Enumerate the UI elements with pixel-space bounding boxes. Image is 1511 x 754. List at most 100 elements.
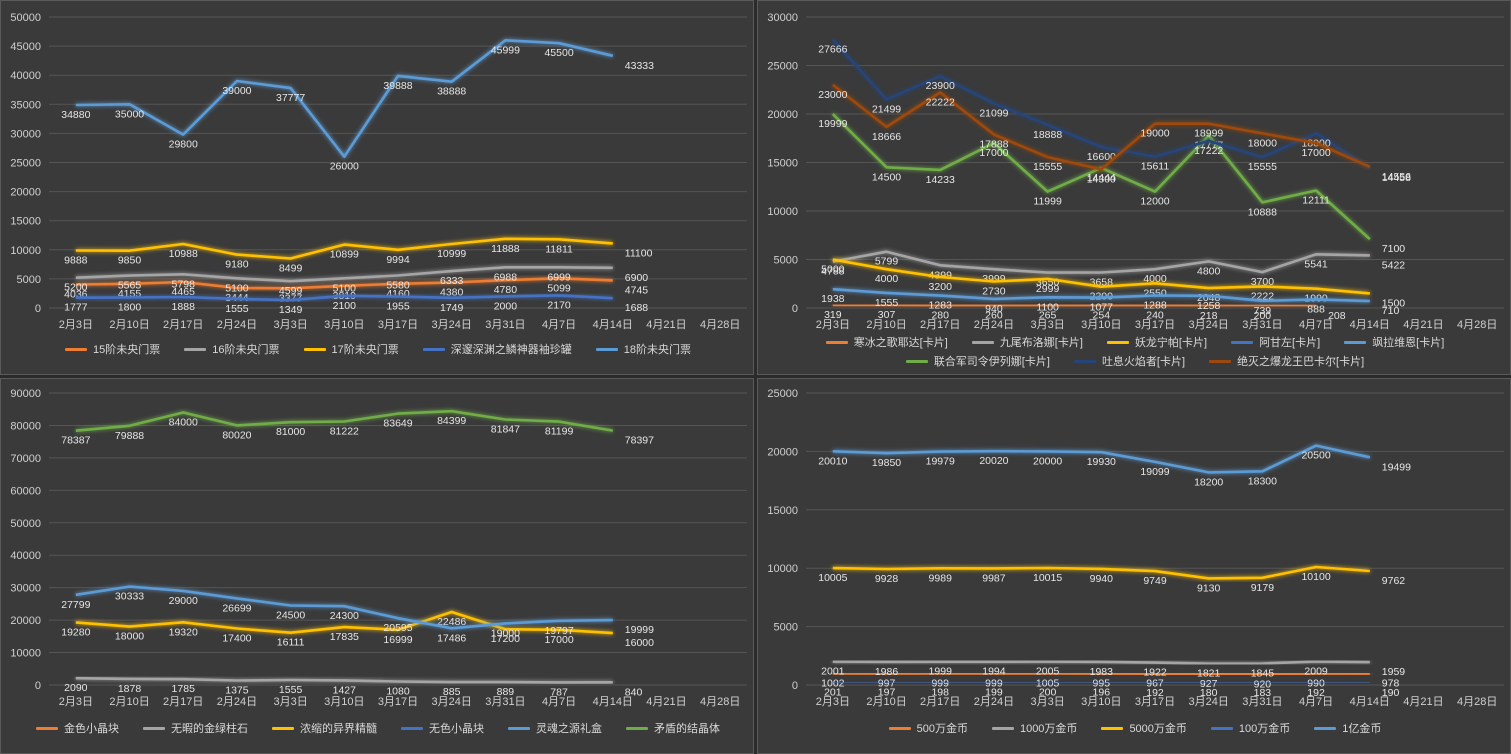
data-label: 83649 <box>383 418 412 430</box>
data-label: 19499 <box>1382 461 1411 473</box>
data-label: 192 <box>1146 687 1164 699</box>
data-label: 6900 <box>625 272 649 284</box>
data-label: 14556 <box>1382 171 1411 183</box>
legend-swatch <box>422 347 445 351</box>
y-tick-label: 50000 <box>10 518 41 530</box>
data-label: 5099 <box>547 282 571 294</box>
data-label: 5798 <box>172 278 196 290</box>
data-label: 198 <box>931 687 949 699</box>
data-label: 18000 <box>1248 137 1277 149</box>
data-label: 1959 <box>1382 666 1406 678</box>
y-tick-label: 25000 <box>10 158 41 170</box>
x-tick-label: 4月21日 <box>1403 696 1443 708</box>
x-tick-label: 4月28日 <box>1457 696 1497 708</box>
data-label: 19099 <box>1140 466 1169 478</box>
data-label: 19999 <box>625 624 654 636</box>
x-tick-label: 3月17日 <box>378 319 418 331</box>
data-label: 16600 <box>1087 151 1116 163</box>
data-label: 2999 <box>1036 283 1060 295</box>
data-label: 18000 <box>115 631 144 643</box>
legend-swatch <box>595 347 618 351</box>
data-label: 5200 <box>64 282 88 294</box>
data-label: 21099 <box>979 107 1008 119</box>
data-label: 19930 <box>1087 456 1116 468</box>
legend-item: 飒拉维恩[卡片] <box>1344 334 1444 350</box>
data-label: 38888 <box>437 86 466 98</box>
chart-legend: 金色小晶块 无暇的金绿柱石 浓缩的异界精髓 无色小晶块 灵魂之源礼盒 矛盾的结晶体 <box>18 720 738 739</box>
legend-swatch <box>1073 359 1096 363</box>
legend-label: 18阶未央门票 <box>623 344 691 356</box>
data-label: 4380 <box>440 287 464 299</box>
legend-item: 18阶未央门票 <box>595 341 691 357</box>
legend-label: 100万金币 <box>1238 723 1291 735</box>
data-label: 12111 <box>1302 195 1330 207</box>
series-line <box>831 83 1371 171</box>
chart-legend: 寒冰之歌耶达[卡片] 九尾布洛娜[卡片] 妖龙宁帕[卡片] 阿甘左[卡片] 飒拉维恩[卡… <box>775 334 1495 372</box>
data-label: 4465 <box>172 286 196 298</box>
x-tick-label: 3月3日 <box>1030 319 1064 331</box>
data-label: 254 <box>1093 310 1111 322</box>
x-tick-label: 2月17日 <box>163 319 203 331</box>
data-label: 9850 <box>118 255 142 267</box>
data-label: 1077 <box>1090 302 1114 314</box>
data-label: 4000 <box>875 273 899 285</box>
legend-label: 无暇的金绿柱石 <box>171 723 248 735</box>
x-tick-label: 2月24日 <box>217 319 257 331</box>
data-label: 196 <box>1093 687 1111 699</box>
x-tick-label: 2月17日 <box>163 696 203 708</box>
data-label: 1555 <box>279 684 303 696</box>
data-label: 21499 <box>872 103 901 115</box>
data-label: 5565 <box>118 280 142 292</box>
data-label: 2550 <box>1143 287 1167 299</box>
legend-item: 阿甘左[卡片] <box>1231 334 1320 350</box>
data-label: 1922 <box>1143 667 1167 679</box>
data-label: 4000 <box>1143 273 1167 285</box>
data-label: 5100 <box>225 282 249 294</box>
x-tick-label: 3月24日 <box>1189 319 1229 331</box>
series-line <box>832 565 1370 580</box>
data-label: 18666 <box>872 131 901 143</box>
data-label: 940 <box>985 303 1003 315</box>
data-label: 9994 <box>386 254 410 266</box>
legend-swatch <box>905 359 928 363</box>
legend-item: 联合军司令伊列娜[卡片] <box>905 353 1050 369</box>
x-tick-label: 4月28日 <box>700 696 740 708</box>
legend-swatch <box>303 347 326 351</box>
data-label: 29000 <box>169 595 198 607</box>
y-tick-label: 10000 <box>767 563 798 575</box>
legend-swatch <box>272 726 294 730</box>
series-line <box>75 409 614 432</box>
data-label: 4788 <box>821 266 845 278</box>
legend-swatch <box>1101 726 1124 730</box>
legend-swatch <box>65 347 87 351</box>
data-label: 1878 <box>118 683 142 695</box>
x-tick-label: 3月31日 <box>1242 696 1282 708</box>
data-label: 978 <box>1382 678 1400 690</box>
x-tick-label: 4月14日 <box>1350 319 1390 331</box>
data-label: 84399 <box>437 415 466 427</box>
data-label: 200 <box>1039 687 1057 699</box>
data-label: 1994 <box>982 666 1006 678</box>
data-label: 27666 <box>818 44 847 56</box>
x-tick-label: 4月14日 <box>1350 696 1390 708</box>
data-label: 11100 <box>625 247 653 259</box>
data-label: 9989 <box>929 572 953 584</box>
y-tick-label: 80000 <box>10 420 41 432</box>
x-tick-label: 3月31日 <box>1242 319 1282 331</box>
x-tick-label: 3月31日 <box>485 319 525 331</box>
data-label: 16000 <box>625 637 654 649</box>
data-label: 1749 <box>440 302 464 314</box>
legend-swatch <box>1314 726 1337 730</box>
y-tick-label: 5000 <box>774 622 798 634</box>
legend-label: 吐息火焰者[卡片] <box>1101 356 1186 368</box>
x-tick-label: 2月10日 <box>866 319 906 331</box>
data-label: 1555 <box>225 303 249 315</box>
y-tick-label: 30000 <box>10 128 41 140</box>
data-label: 22486 <box>437 616 466 628</box>
y-tick-label: 70000 <box>10 453 41 465</box>
data-label: 80020 <box>222 429 251 441</box>
data-label: 1785 <box>172 683 196 695</box>
legend-item: 金色小晶块 <box>36 720 119 736</box>
chart-panel-cards: 0 5000 10000 15000 20000 25000 30000 2月3日 2月10日 2… <box>757 0 1511 375</box>
